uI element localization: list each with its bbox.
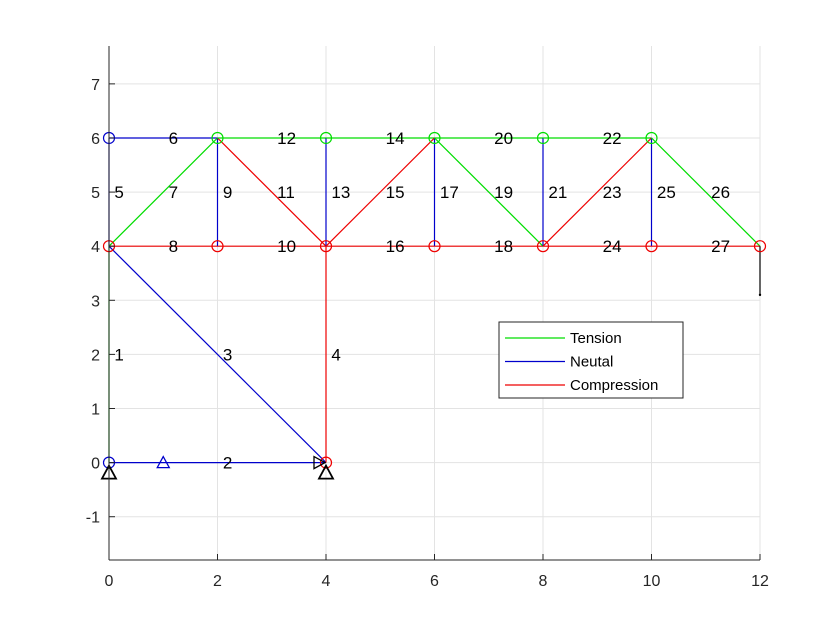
member-26 [651,137,761,247]
member-label-3: 3 [223,345,232,364]
node-11 [536,240,550,253]
legend-label-neutral: Neutal [570,354,613,371]
member-label-20: 20 [494,129,513,148]
y-tick-label-3: 3 [91,293,100,310]
member-19 [434,137,544,247]
node-15 [753,240,767,253]
member-label-2: 2 [223,454,232,473]
y-tick-label-6: 6 [91,131,100,148]
node-8 [319,131,333,145]
legend-label-tension: Tension [570,330,622,347]
x-tick-label-6: 6 [430,573,439,590]
member-label-21: 21 [548,183,567,202]
node-13 [645,240,658,253]
member-label-8: 8 [169,237,178,256]
load-arrow [758,246,762,297]
member-label-24: 24 [603,237,622,256]
member-label-13: 13 [331,183,350,202]
member-label-18: 18 [494,237,513,256]
member-label-23: 23 [603,183,622,202]
member-label-6: 6 [169,129,178,148]
member-label-11: 11 [277,183,295,202]
member-3 [108,245,327,464]
node-7 [319,240,333,253]
member-label-4: 4 [331,345,340,364]
y-tick-label-1: 1 [91,402,100,419]
member-23 [542,137,652,247]
axes [108,46,761,561]
y-tick-label-5: 5 [91,185,100,202]
legend-label-compression: Compression [570,377,658,394]
node-12 [536,131,550,145]
member-label-16: 16 [386,237,405,256]
node-5 [211,240,224,253]
y-tick-label-4: 4 [91,239,100,256]
y-tick-label-7: 7 [91,77,100,94]
y-tick-label-2: 2 [91,347,100,364]
member-7 [108,137,218,247]
member-label-25: 25 [657,183,676,202]
x-tick-label-10: 10 [643,573,661,590]
member-label-1: 1 [114,345,123,364]
y-tick-label-0: 0 [91,456,100,473]
x-tick-label-2: 2 [213,573,222,590]
member-label-12: 12 [277,129,296,148]
node-10 [428,131,441,145]
marker-triangle-up-1 [156,455,171,469]
y-tick-label--1: -1 [86,510,100,527]
x-tick-label-4: 4 [322,573,331,590]
member-label-17: 17 [440,183,459,202]
node-14 [645,131,658,145]
member-label-15: 15 [386,183,405,202]
member-15 [325,137,435,247]
node-2 [319,456,333,469]
x-tick-label-0: 0 [105,573,114,590]
grid [108,46,761,560]
member-label-19: 19 [494,183,513,202]
node-6 [211,131,224,145]
member-label-14: 14 [386,129,405,148]
x-tick-label-12: 12 [751,573,769,590]
member-label-22: 22 [603,129,622,148]
markers [156,455,327,470]
member-label-27: 27 [711,237,730,256]
load-tip [758,293,762,297]
member-label-5: 5 [114,183,123,202]
member-label-7: 7 [169,183,178,202]
member-label-10: 10 [277,237,296,256]
x-tick-label-8: 8 [539,573,548,590]
member-11 [217,137,327,247]
support-pin-2 [317,463,335,480]
node-9 [428,240,441,253]
legend: Tension Neutal Compression [498,321,684,399]
marker-triangle-right-2 [313,455,327,470]
member-labels: 123 4567891011121314151617181920212223242… [114,129,730,473]
member-label-9: 9 [223,183,232,202]
member-label-26: 26 [711,183,730,202]
